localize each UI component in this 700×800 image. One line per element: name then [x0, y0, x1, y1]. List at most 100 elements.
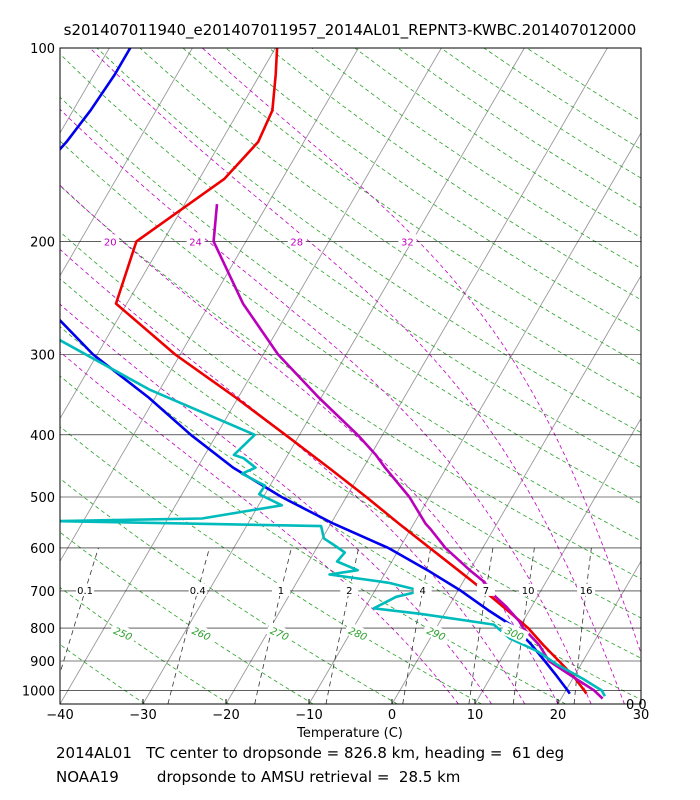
- dry-adiabat-line: [182, 48, 641, 366]
- dry-adiabat-label: 270: [268, 626, 290, 644]
- mixing-ratio-label-bg: [519, 583, 538, 596]
- mixing-ratio-line: [60, 547, 99, 675]
- isotherm-line: [60, 48, 276, 420]
- isotherm-line: [142, 48, 525, 704]
- mixing-ratio-label: 16: [580, 586, 593, 597]
- isotherm-line: [474, 417, 641, 704]
- dry-adiabat-line: [60, 703, 61, 704]
- isotherm-line: [60, 48, 359, 563]
- mixing-ratio-label-bg: [413, 583, 432, 596]
- x-tick-label: 30: [633, 708, 650, 723]
- mixing-ratio-label: 0.4: [190, 586, 206, 597]
- y-tick-label: 700: [30, 585, 55, 600]
- y-tick-label: 500: [30, 491, 55, 506]
- dry-adiabat-label: 260: [190, 626, 212, 644]
- dry-adiabat-label: 280: [346, 626, 368, 644]
- dry-adiabat-label-bg: [343, 621, 373, 645]
- x-tick-label: −10: [295, 708, 322, 723]
- y-tick-label: 900: [30, 655, 55, 670]
- moist-adiabat-label: 24: [189, 237, 202, 248]
- moist-adiabat-label-bg: [186, 234, 205, 247]
- y-tick-label: 300: [30, 348, 55, 363]
- dry-adiabat-line: [354, 48, 641, 239]
- mixing-ratio-line: [573, 547, 592, 704]
- y-tick-label: 800: [30, 622, 55, 637]
- dry-adiabat-line: [397, 48, 641, 209]
- dry-adiabat-line: [60, 531, 314, 704]
- dry-adiabat-line: [60, 231, 641, 619]
- footer-line-2: NOAA19 dropsonde to AMSU retrieval = 28.…: [56, 768, 461, 786]
- moist-adiabat-line: [60, 184, 559, 704]
- isotherm-line: [308, 132, 641, 704]
- isotherm-line: [225, 48, 608, 704]
- y-tick-label: 400: [30, 429, 55, 444]
- y-tick-label: 1000: [22, 684, 55, 699]
- mixing-ratio-label: 1: [278, 586, 284, 597]
- moist-adiabat-label-bg: [398, 234, 417, 247]
- moist-adiabat-line: [60, 108, 592, 704]
- dry-adiabat-line: [139, 48, 641, 399]
- corner-label: 0 0: [626, 698, 647, 713]
- dry-adiabat-line: [483, 48, 641, 150]
- mixing-ratio-label: 10: [522, 586, 535, 597]
- moist-adiabat-line: [60, 303, 492, 704]
- dry-adiabat-line: [225, 48, 641, 333]
- moist-adiabat-line: [202, 48, 641, 655]
- dry-adiabat-label-bg: [421, 621, 452, 645]
- moist-adiabat-line: [89, 48, 625, 704]
- moist-adiabat-line: [60, 248, 526, 704]
- dry-adiabat-label-bg: [500, 621, 530, 645]
- y-tick-label: 200: [30, 235, 55, 250]
- dry-adiabat-label-bg: [108, 621, 138, 645]
- dry-adiabat-line: [96, 48, 641, 434]
- y-tick-label: 600: [30, 542, 55, 557]
- y-tick-label: 100: [30, 42, 55, 57]
- dry-adiabat-label-bg: [265, 621, 295, 645]
- x-tick-label: 20: [550, 708, 567, 723]
- dry-adiabat-line: [60, 278, 641, 659]
- x-axis-label: Temperature (C): [296, 726, 403, 741]
- moist-adiabat-label: 28: [290, 237, 303, 248]
- mixing-ratio-label-bg: [577, 583, 596, 596]
- dry-adiabat-line: [60, 643, 146, 704]
- isotherm-line: [60, 48, 110, 134]
- dry-adiabat-line: [526, 48, 641, 122]
- chart-title: s201407011940_e201407011957_2014AL01_REP…: [63, 21, 637, 39]
- x-tick-label: 10: [467, 708, 484, 723]
- dry-adiabat-line: [60, 185, 641, 580]
- mixing-ratio-label: 7: [483, 586, 489, 597]
- dry-adiabat-line: [60, 140, 641, 542]
- mixing-ratio-line: [402, 547, 432, 704]
- dry-adiabat-label: 250: [112, 626, 134, 644]
- mixing-ratio-line: [167, 547, 210, 704]
- dry-adiabat-line: [60, 96, 641, 505]
- footer-line-1: 2014AL01 TC center to dropsonde = 826.8 …: [56, 744, 565, 762]
- isotherm-line: [60, 48, 193, 277]
- mixing-ratio-label: 0.1: [77, 586, 93, 597]
- mixing-ratio-line: [468, 547, 494, 704]
- moist-adiabat-label-bg: [101, 234, 120, 247]
- moist-adiabat-label: 20: [104, 237, 117, 248]
- mixing-ratio-label: 2: [346, 586, 352, 597]
- dry-adiabat-line: [60, 426, 482, 704]
- mixing-ratio-line: [325, 547, 359, 704]
- dry-adiabat-line: [60, 478, 398, 704]
- mixing-ratio-label: 4: [419, 586, 425, 597]
- isotherm-line: [60, 48, 442, 704]
- mixing-ratio-label-bg: [476, 583, 495, 596]
- dry-adiabat-line: [60, 326, 641, 700]
- dry-adiabat-label-bg: [187, 621, 217, 645]
- plot-frame: [59, 47, 642, 705]
- isotherm-line: [557, 560, 641, 704]
- isotherm-line: [391, 274, 641, 704]
- series-line-virtual_temperature: [212, 203, 604, 700]
- mixing-ratio-label-bg: [271, 583, 290, 596]
- x-tick-label: 0: [388, 708, 396, 723]
- x-tick-label: −20: [212, 708, 239, 723]
- x-tick-label: −40: [46, 708, 73, 723]
- moist-adiabat-label-bg: [287, 234, 306, 247]
- isotherm-line: [0, 48, 26, 704]
- dry-adiabat-line: [60, 586, 230, 704]
- moist-adiabat-line: [60, 351, 459, 704]
